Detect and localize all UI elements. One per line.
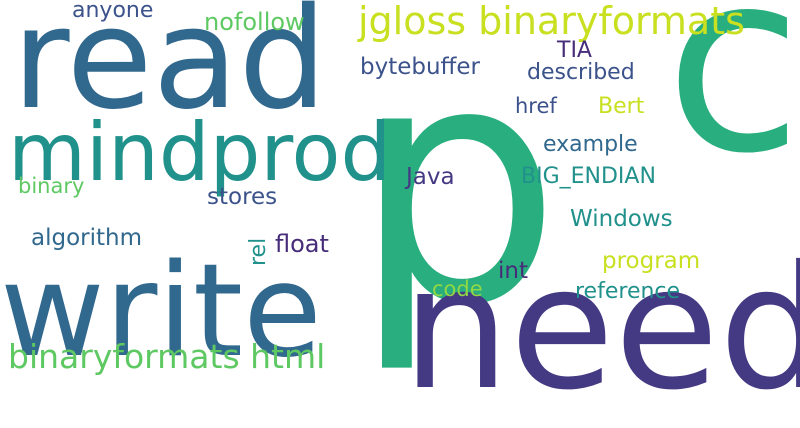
word-float: float <box>275 230 329 258</box>
word-need: need <box>402 230 800 428</box>
word-p: p <box>352 0 562 377</box>
word-nofollow: nofollow <box>204 8 305 36</box>
word-tia: TIA <box>557 38 592 63</box>
word-stores: stores <box>207 184 278 210</box>
word-read: read <box>12 0 328 141</box>
word-jgloss-binaryformats: jgloss binaryformats <box>358 0 745 43</box>
word-big-endian: BIG_ENDIAN <box>521 164 656 189</box>
word-c: c <box>665 0 800 208</box>
word-anyone: anyone <box>72 0 154 23</box>
word-cloud: p c need read write mindprod jgloss bina… <box>0 0 800 414</box>
word-algorithm: algorithm <box>31 225 143 251</box>
word-described: described <box>527 60 635 85</box>
word-mindprod: mindprod <box>8 106 392 199</box>
word-windows: Windows <box>570 206 673 232</box>
word-code: code <box>432 277 483 301</box>
word-example: example <box>543 132 638 157</box>
word-href: href <box>515 94 557 118</box>
word-program: program <box>602 248 701 274</box>
word-bert: Bert <box>598 94 645 119</box>
word-rel: rel <box>246 237 271 266</box>
word-bytebuffer: bytebuffer <box>360 54 481 80</box>
word-binaryformats-html: binaryformats html <box>8 337 326 376</box>
word-int: int <box>498 258 528 284</box>
word-binary: binary <box>18 174 85 198</box>
word-reference: reference <box>575 279 681 304</box>
word-java: Java <box>406 164 455 190</box>
word-write: write <box>0 237 322 386</box>
